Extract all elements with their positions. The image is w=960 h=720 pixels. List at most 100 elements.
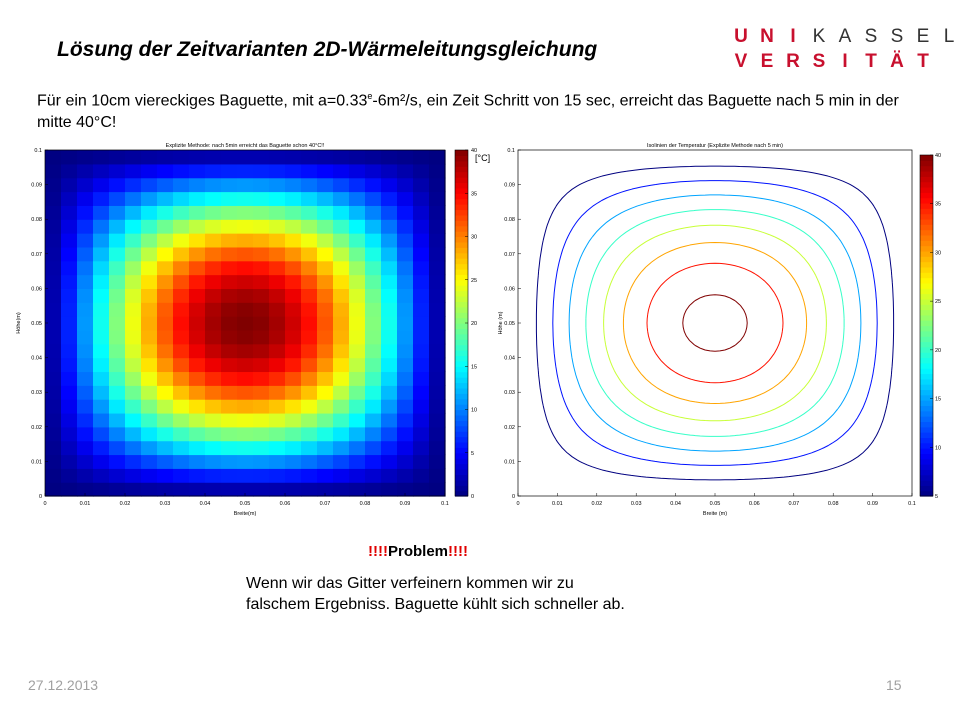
heatmap-cell <box>429 177 446 193</box>
heatmap-cell <box>157 150 174 165</box>
heatmap-cell <box>45 316 62 331</box>
heatmap-cell <box>365 482 382 497</box>
colorbar-tick-label: 25 <box>935 299 941 305</box>
colorbar-segment <box>920 405 933 412</box>
colorbar-segment <box>920 378 933 385</box>
heatmap-cell <box>141 219 158 234</box>
heatmap-cell <box>189 177 206 193</box>
heatmap-cell <box>269 302 286 317</box>
heatmap-cell <box>61 177 78 193</box>
heatmap-cell <box>317 482 334 497</box>
heatmap-cell <box>61 482 78 497</box>
heatmap-cell <box>45 385 62 400</box>
heatmap-cell <box>349 385 366 400</box>
heatmap-cell <box>317 468 334 483</box>
heatmap-cell <box>413 260 430 276</box>
heatmap-cell <box>429 412 446 428</box>
heatmap-cell <box>349 191 366 206</box>
heatmap-cell <box>205 302 222 317</box>
heatmap-cell <box>349 468 366 483</box>
heatmap-cell <box>61 288 78 303</box>
heatmap-cell <box>413 385 430 400</box>
heatmap-cell <box>301 399 318 414</box>
heatmap-cell <box>285 371 302 386</box>
heatmap-cell <box>189 482 206 497</box>
heatmap-cell <box>109 163 126 179</box>
heatmap-cell <box>429 316 446 331</box>
heatmap-cell <box>349 260 366 276</box>
heatmap-cell <box>269 440 286 456</box>
footer-date: 27.12.2013 <box>28 677 99 693</box>
heatmap-cell <box>125 205 142 220</box>
x-axis-label: Breite (m) <box>703 511 727 517</box>
heatmap-cell <box>429 357 446 373</box>
heatmap-cell <box>365 288 382 303</box>
heatmap-cell <box>93 357 110 373</box>
colorbar-segment <box>920 186 933 193</box>
problem-mark-left: !!!! <box>368 543 388 560</box>
heatmap-cell <box>301 163 318 179</box>
heatmap-cell <box>429 482 446 497</box>
heatmap-cell <box>429 302 446 317</box>
heatmap-cell <box>381 385 398 400</box>
heatmap-cell <box>221 454 238 469</box>
heatmap-cell <box>349 371 366 386</box>
heatmap-cell <box>285 399 302 414</box>
heatmap-cell <box>173 357 190 373</box>
heatmap-cell <box>45 191 62 206</box>
heatmap-cell <box>333 468 350 483</box>
heatmap-cell <box>61 233 78 248</box>
colorbar-segment <box>920 304 933 311</box>
heatmap-cell <box>269 191 286 206</box>
heatmap-cell <box>429 191 446 206</box>
heatmap-cell <box>141 205 158 220</box>
colorbar-segment <box>455 328 468 335</box>
heatmap-cell <box>93 150 110 165</box>
heatmap-cell <box>365 163 382 179</box>
heatmap-cell <box>317 454 334 469</box>
heatmap-cell <box>125 371 142 386</box>
colorbar-segment <box>455 452 468 459</box>
heatmap-cell <box>221 246 238 262</box>
colorbar-segment <box>920 368 933 375</box>
heatmap-cell <box>301 412 318 428</box>
colorbar-segment <box>920 240 933 247</box>
y-tick-label: 0.09 <box>504 183 515 189</box>
heatmap-cell <box>301 316 318 331</box>
heatmap-cell <box>141 371 158 386</box>
heatmap-cell <box>365 246 382 262</box>
heatmap-cell <box>285 385 302 400</box>
heatmap-cell <box>253 219 270 234</box>
heatmap-cell <box>285 316 302 331</box>
colorbar-segment <box>920 314 933 321</box>
colorbar-segment <box>455 198 468 205</box>
heatmap-cell <box>333 371 350 386</box>
colorbar-segment <box>455 295 468 302</box>
heatmap-cell <box>61 246 78 262</box>
heatmap-cell <box>269 343 286 359</box>
colorbar-segment <box>455 306 468 313</box>
colorbar-segment <box>920 256 933 263</box>
heatmap-cell <box>205 191 222 206</box>
heatmap-cell <box>109 233 126 248</box>
heatmap-cell <box>141 482 158 497</box>
heatmap-cell <box>429 163 446 179</box>
x-tick-label: 0.1 <box>441 501 449 507</box>
heatmap-cell <box>221 260 238 276</box>
heatmap-cell <box>109 246 126 262</box>
colorbar-segment <box>920 474 933 481</box>
heatmap-cell <box>397 205 414 220</box>
heatmap-cell <box>397 233 414 248</box>
heatmap-cell <box>253 468 270 483</box>
colorbar-segment <box>920 320 933 327</box>
heatmap-cell <box>285 163 302 179</box>
heatmap-cell <box>237 357 254 373</box>
heatmap-cell <box>413 274 430 289</box>
heatmap-cell <box>157 205 174 220</box>
heatmap-cell <box>429 260 446 276</box>
heatmap-cell <box>413 329 430 345</box>
heatmap-cell <box>317 371 334 386</box>
heatmap-cell <box>45 233 62 248</box>
colorbar-segment <box>455 339 468 346</box>
